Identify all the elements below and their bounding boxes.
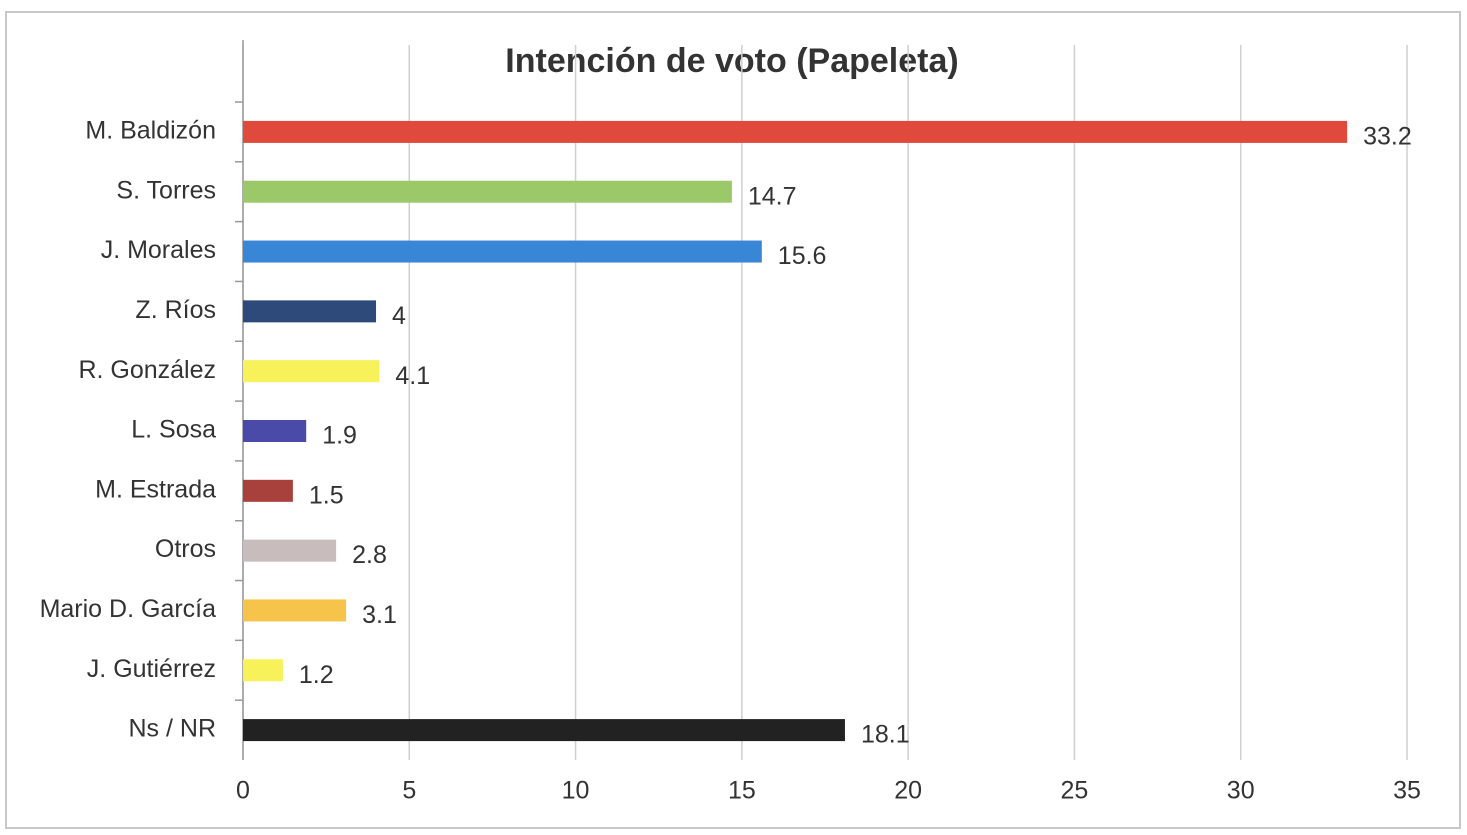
chart-title: Intención de voto (Papeleta): [505, 42, 958, 80]
y-tick-label: M. Estrada: [95, 475, 216, 503]
x-tick-label: 5: [402, 777, 416, 805]
data-label: 14.7: [748, 182, 797, 210]
data-label: 33.2: [1363, 123, 1412, 151]
data-label: 2.8: [352, 541, 387, 569]
y-tick-label: Otros: [155, 535, 216, 563]
data-label: 4.1: [395, 362, 430, 390]
bar: [243, 479, 293, 502]
bar: [243, 420, 307, 442]
y-tick-label: Ns / NR: [129, 715, 217, 743]
x-tick-label: 10: [562, 777, 590, 805]
data-label: 4: [392, 302, 406, 330]
x-tick-label: 35: [1393, 777, 1421, 805]
bar: [243, 719, 845, 742]
bar: [243, 240, 762, 263]
bar: [243, 599, 347, 622]
data-label: 1.2: [299, 661, 334, 689]
y-tick-label: J. Morales: [101, 236, 216, 264]
x-tick-label: 20: [894, 777, 922, 805]
y-tick-label: S. Torres: [116, 176, 216, 204]
y-tick-label: R. González: [78, 356, 216, 384]
x-tick-label: 15: [728, 777, 756, 805]
y-tick-label: M. Baldizón: [85, 117, 216, 145]
data-label: 3.1: [362, 601, 397, 629]
bar: [243, 659, 283, 682]
bar: [243, 539, 337, 562]
y-tick-label: L. Sosa: [131, 416, 216, 444]
x-tick-label: 30: [1227, 777, 1255, 805]
data-label: 15.6: [778, 242, 827, 270]
y-tick-label: J. Gutiérrez: [87, 655, 216, 683]
data-label: 1.9: [322, 422, 357, 450]
bar: [243, 360, 380, 383]
y-tick-label: Z. Ríos: [135, 296, 216, 324]
data-label: 1.5: [309, 481, 344, 509]
x-tick-label: 25: [1061, 777, 1089, 805]
bar: [243, 180, 732, 203]
y-tick-label: Mario D. García: [40, 595, 217, 623]
data-label: 18.1: [861, 721, 910, 749]
bar: [243, 300, 377, 323]
bar: [243, 120, 1348, 143]
x-tick-label: 0: [236, 777, 250, 805]
